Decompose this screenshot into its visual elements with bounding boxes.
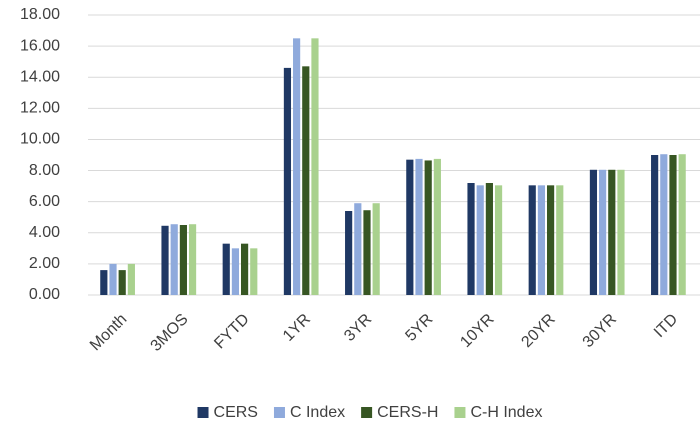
x-tick-label: 30YR (580, 311, 620, 351)
y-tick-label: 8.00 (29, 162, 60, 179)
legend-label: CERS (214, 404, 258, 421)
bar (651, 155, 659, 295)
legend-swatch (273, 407, 285, 418)
bar (161, 225, 169, 295)
bar (179, 225, 187, 295)
bar (222, 243, 230, 295)
bar (556, 185, 564, 295)
legend-swatch (197, 407, 209, 418)
bar (415, 158, 423, 295)
x-tick-label: 1YR (280, 311, 314, 345)
legend-swatch (454, 407, 466, 418)
bar (406, 159, 414, 295)
bar (537, 185, 545, 295)
legend-label: C Index (290, 404, 345, 421)
legend-label: CERS-H (377, 404, 438, 421)
bar (302, 66, 310, 295)
bar (118, 270, 126, 295)
bar (433, 158, 441, 295)
bar (231, 248, 239, 295)
bar (424, 160, 432, 295)
y-tick-label: 6.00 (29, 193, 60, 210)
bar (608, 169, 616, 295)
y-tick-label: 16.00 (20, 37, 60, 54)
bar (372, 203, 380, 295)
bar (170, 224, 178, 295)
bar (547, 185, 555, 295)
bar (354, 203, 362, 295)
bar (109, 263, 117, 295)
x-tick-label: 10YR (457, 311, 497, 351)
y-tick-label: 18.00 (20, 6, 60, 23)
bar (467, 183, 475, 295)
bar (660, 154, 668, 295)
bar (293, 38, 301, 295)
bar (345, 211, 353, 295)
y-tick-label: 12.00 (20, 100, 60, 117)
bar (250, 248, 258, 295)
bar (599, 169, 607, 295)
bar (494, 185, 503, 295)
x-tick-label: ITD (651, 311, 681, 341)
bar (589, 169, 598, 295)
x-tick-label: 5YR (402, 311, 436, 345)
bar (188, 224, 197, 295)
bar (485, 183, 493, 295)
bar (363, 210, 371, 295)
y-tick-label: 14.00 (20, 68, 60, 85)
bar (617, 169, 625, 295)
x-tick-label: Month (87, 311, 130, 354)
bar (678, 154, 686, 295)
bar (100, 270, 108, 295)
x-tick-label: 20YR (518, 311, 558, 351)
legend-swatch (361, 407, 373, 418)
bar (127, 263, 135, 295)
bar (476, 185, 484, 295)
bar (311, 38, 319, 295)
y-tick-label: 0.00 (29, 286, 60, 303)
x-tick-label: FYTD (211, 311, 253, 353)
y-tick-label: 4.00 (29, 224, 60, 241)
bar (528, 185, 536, 295)
y-tick-label: 2.00 (29, 255, 60, 272)
legend-label: C-H Index (470, 404, 542, 421)
bar (283, 67, 292, 295)
y-tick-label: 10.00 (20, 131, 60, 148)
bar (669, 155, 677, 295)
x-tick-label: 3YR (341, 311, 375, 345)
bar (241, 243, 249, 295)
x-tick-label: 3MOS (148, 311, 192, 355)
